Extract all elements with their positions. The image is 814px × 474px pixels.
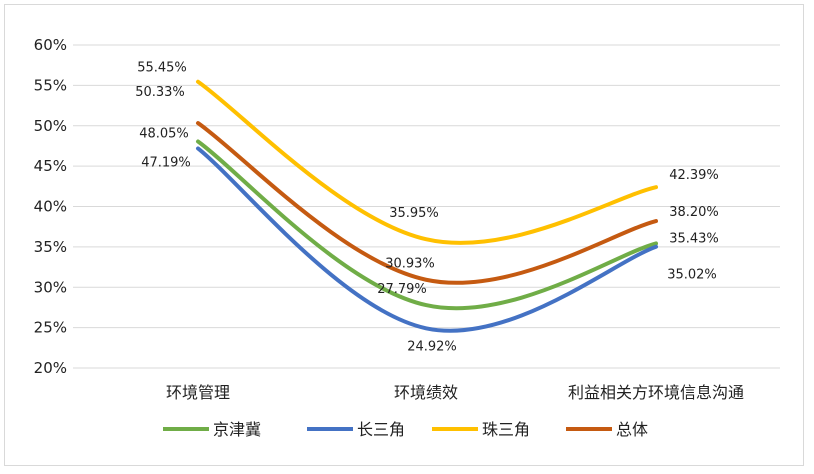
data-label: 42.39% — [669, 168, 719, 183]
y-tick-label: 25% — [34, 319, 67, 337]
data-label: 24.92% — [407, 339, 457, 354]
y-tick-label: 35% — [34, 238, 67, 256]
chart-frame — [4, 4, 804, 466]
data-label: 50.33% — [135, 85, 185, 100]
x-category-label: 环境绩效 — [394, 383, 458, 402]
y-tick-label: 50% — [34, 117, 67, 135]
series-line — [196, 121, 658, 285]
x-category-label: 环境管理 — [166, 383, 230, 402]
data-label: 55.45% — [137, 61, 187, 76]
data-labels: 48.05% 27.79% 35.43% 47.19% 24.92% 35.02% 55.4… — [135, 61, 719, 355]
data-label: 27.79% — [377, 282, 427, 297]
legend-label: 珠三角 — [482, 420, 530, 439]
legend-label: 长三角 — [357, 420, 405, 439]
data-label: 35.02% — [667, 268, 717, 283]
data-label: 30.93% — [385, 257, 435, 272]
legend-label: 总体 — [616, 420, 648, 439]
y-tick-label: 20% — [34, 359, 67, 377]
y-tick-label: 40% — [34, 198, 67, 216]
data-label: 48.05% — [139, 126, 189, 141]
y-axis-tick-labels: 20% 25% 30% 35% 40% 45% 50% 55% 60% — [34, 36, 67, 377]
series-line — [196, 146, 658, 333]
x-category-label: 利益相关方环境信息沟通 — [568, 383, 744, 402]
gridlines — [73, 44, 780, 369]
y-tick-label: 45% — [34, 157, 67, 175]
legend-label: 京津冀 — [213, 420, 261, 439]
series-lines — [196, 79, 658, 333]
y-tick-label: 55% — [34, 76, 67, 94]
y-tick-label: 30% — [34, 278, 67, 296]
series-line — [196, 79, 658, 245]
data-label: 47.19% — [141, 155, 191, 170]
data-label: 35.95% — [389, 206, 439, 221]
legend: 京津冀 长三角 珠三角 总体 — [163, 420, 648, 439]
data-label: 35.43% — [669, 231, 719, 246]
data-label: 38.20% — [669, 205, 719, 220]
series-line — [196, 139, 658, 311]
x-axis-category-labels: 环境管理 环境绩效 利益相关方环境信息沟通 — [166, 383, 744, 402]
y-tick-label: 60% — [34, 36, 67, 54]
